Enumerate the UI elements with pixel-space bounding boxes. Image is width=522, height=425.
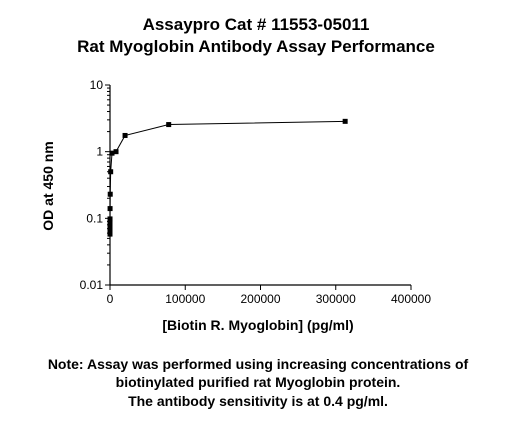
y-tick-label: 0.1: [86, 211, 103, 225]
data-point: [107, 191, 113, 197]
data-point: [107, 206, 113, 212]
y-tick-label: 0.01: [80, 278, 104, 292]
data-point: [107, 225, 113, 231]
data-point: [113, 149, 119, 155]
chart-title-line-1: Assaypro Cat # 11553-05011: [143, 15, 370, 34]
y-tick-label: 1: [96, 145, 103, 159]
data-point: [107, 231, 113, 237]
chart-title-line-2: Rat Myoglobin Antibody Assay Performance: [77, 37, 435, 56]
data-point: [109, 150, 115, 156]
y-tick-label: 10: [90, 78, 104, 92]
x-tick-label: 100000: [165, 292, 205, 306]
data-point: [107, 228, 113, 234]
x-tick-label: 400000: [391, 292, 431, 306]
note-line-1: Note: Assay was performed using increasi…: [48, 356, 469, 372]
note-line-2: biotinylated purified rat Myoglobin prot…: [116, 374, 401, 390]
data-point: [107, 220, 113, 226]
y-axis-label: OD at 450 nm: [40, 141, 56, 230]
note-line-3: The antibody sensitivity is at 0.4 pg/ml…: [128, 393, 388, 409]
data-point: [342, 118, 348, 124]
data-point: [166, 122, 172, 128]
data-point: [122, 132, 128, 138]
x-axis-label: [Biotin R. Myoglobin] (pg/ml): [162, 317, 353, 333]
plot-area: 0.01 0.1 1 10 0 100000 200000 300000 400000: [80, 78, 432, 306]
data-point: [107, 216, 113, 222]
x-tick-label: 200000: [240, 292, 280, 306]
x-tick-label: 0: [107, 292, 114, 306]
series-line: [109, 120, 346, 235]
x-tick-label: 300000: [316, 292, 356, 306]
data-point: [108, 169, 114, 175]
